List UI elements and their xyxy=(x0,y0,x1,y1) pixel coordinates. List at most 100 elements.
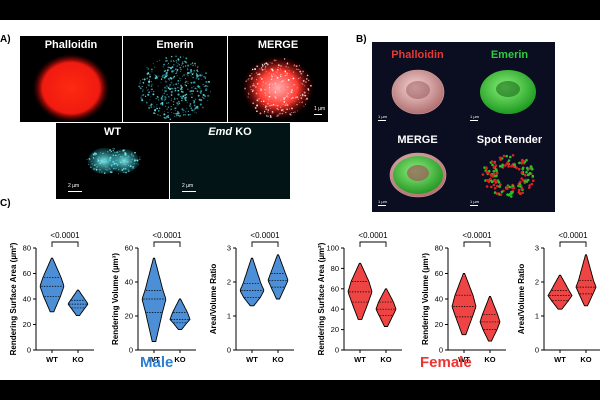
emerin-speckle xyxy=(205,80,208,83)
merge-speckle xyxy=(268,91,271,94)
merge-speckle xyxy=(284,70,287,72)
scale-bar xyxy=(470,205,478,206)
figure: A) Phalloidin Emerin MERGE 1 µm WT 2 µm … xyxy=(0,20,600,380)
emerin-speckle xyxy=(200,90,203,93)
emerin-speckle xyxy=(178,102,181,105)
emerin-speckle xyxy=(159,59,161,61)
merge-speckle xyxy=(287,96,290,99)
spot-dot xyxy=(485,185,489,188)
emerin-speckle xyxy=(168,66,171,68)
tile-label: WT xyxy=(103,126,122,138)
merge-speckle xyxy=(271,81,273,83)
emerin-speckle xyxy=(170,99,172,101)
spot-dot xyxy=(485,166,488,170)
spot-dot xyxy=(517,191,521,194)
merge-speckle xyxy=(274,91,277,93)
merge-speckle xyxy=(267,111,269,113)
emerin-speckle xyxy=(178,116,180,118)
emerin-speckle xyxy=(169,118,171,121)
emerin-speckle xyxy=(161,96,163,99)
emerin-speckle xyxy=(202,93,205,97)
y-tick-label: 20 xyxy=(331,325,339,334)
y-tick-label: 100 xyxy=(326,244,339,253)
emerin-speckle xyxy=(166,102,168,104)
emerin-speckle xyxy=(195,77,198,80)
merge-speckle xyxy=(288,89,291,92)
merge-speckle xyxy=(266,115,268,117)
merge-speckle xyxy=(261,68,263,70)
merge-speckle xyxy=(283,100,286,103)
wt-speckle xyxy=(113,147,115,150)
emerin-speckle xyxy=(173,83,175,85)
emerin-speckle xyxy=(171,98,173,100)
merge-speckle xyxy=(258,73,261,76)
spot-dot xyxy=(513,163,516,167)
emerin-speckle xyxy=(190,71,192,73)
violin-ko xyxy=(267,254,289,300)
emerin-speckle xyxy=(187,75,189,77)
y-tick-label: 2 xyxy=(227,278,231,287)
emerin-speckle xyxy=(170,105,172,108)
merge-speckle xyxy=(277,109,280,111)
y-axis-label: Rendering Surface Area (µm²) xyxy=(9,242,18,355)
merge-speckle xyxy=(256,79,258,81)
emerin-speckle xyxy=(162,74,164,76)
emerin-speckle xyxy=(177,86,179,89)
merge-speckle xyxy=(264,106,267,109)
emerin-speckle xyxy=(164,117,167,120)
y-tick-label: 1 xyxy=(227,312,231,321)
emerin-speckle xyxy=(156,104,158,106)
emerin-speckle xyxy=(175,60,177,62)
wt-speckle xyxy=(115,154,117,157)
emerin-speckle xyxy=(177,79,180,82)
emerin-speckle xyxy=(164,110,166,112)
wt-speckle xyxy=(90,160,92,162)
merge-speckle xyxy=(268,89,271,91)
spot-dot xyxy=(498,185,501,188)
wt-speckle xyxy=(107,160,110,163)
emerin-speckle xyxy=(149,73,151,76)
merge-speckle xyxy=(267,105,269,107)
merge-speckle xyxy=(251,68,254,71)
merge-speckle xyxy=(282,103,284,106)
scale-bar xyxy=(182,191,196,192)
emerin-speckle xyxy=(151,68,153,71)
emerin-speckle xyxy=(192,110,194,112)
merge-speckle xyxy=(293,65,295,67)
merge-speckle xyxy=(275,71,278,74)
merge-speckle xyxy=(249,86,252,88)
y-tick-label: 3 xyxy=(535,244,539,253)
spot-dot xyxy=(497,181,501,184)
merge-render-image xyxy=(389,152,447,198)
emerin-speckle xyxy=(148,91,150,94)
emerin-speckle xyxy=(171,70,174,73)
emerin-speckle xyxy=(189,113,191,116)
emerin-speckle xyxy=(194,108,196,110)
merge-speckle xyxy=(280,87,282,89)
merge-cell-image xyxy=(242,56,314,120)
merge-speckle xyxy=(252,89,254,91)
emerin-speckle xyxy=(157,85,159,87)
spot-dot xyxy=(492,169,496,173)
y-tick-label: 20 xyxy=(125,312,133,321)
merge-speckle xyxy=(271,75,273,78)
wt-speckle xyxy=(86,159,88,161)
merge-speckle xyxy=(262,81,264,83)
emerin-speckle xyxy=(180,57,182,59)
merge-speckle xyxy=(301,101,303,104)
wt-speckle xyxy=(97,163,99,165)
emerin-speckle xyxy=(185,96,187,99)
emerin-speckle xyxy=(190,75,192,77)
merge-speckle xyxy=(254,106,257,109)
merge-speckle xyxy=(299,70,302,73)
y-axis-label: Rendering Surface Area (µm²) xyxy=(317,242,326,355)
y-tick-label: 1 xyxy=(535,312,539,321)
merge-speckle xyxy=(264,62,266,65)
emerin-speckle xyxy=(173,59,175,61)
wt-speckle xyxy=(98,156,99,158)
emerin-speckle xyxy=(148,80,151,83)
wt-speckle xyxy=(110,171,112,174)
emerin-speckle xyxy=(198,98,201,101)
emerin-speckle xyxy=(191,87,193,89)
scale-bar-label: 1 µm xyxy=(378,199,387,204)
